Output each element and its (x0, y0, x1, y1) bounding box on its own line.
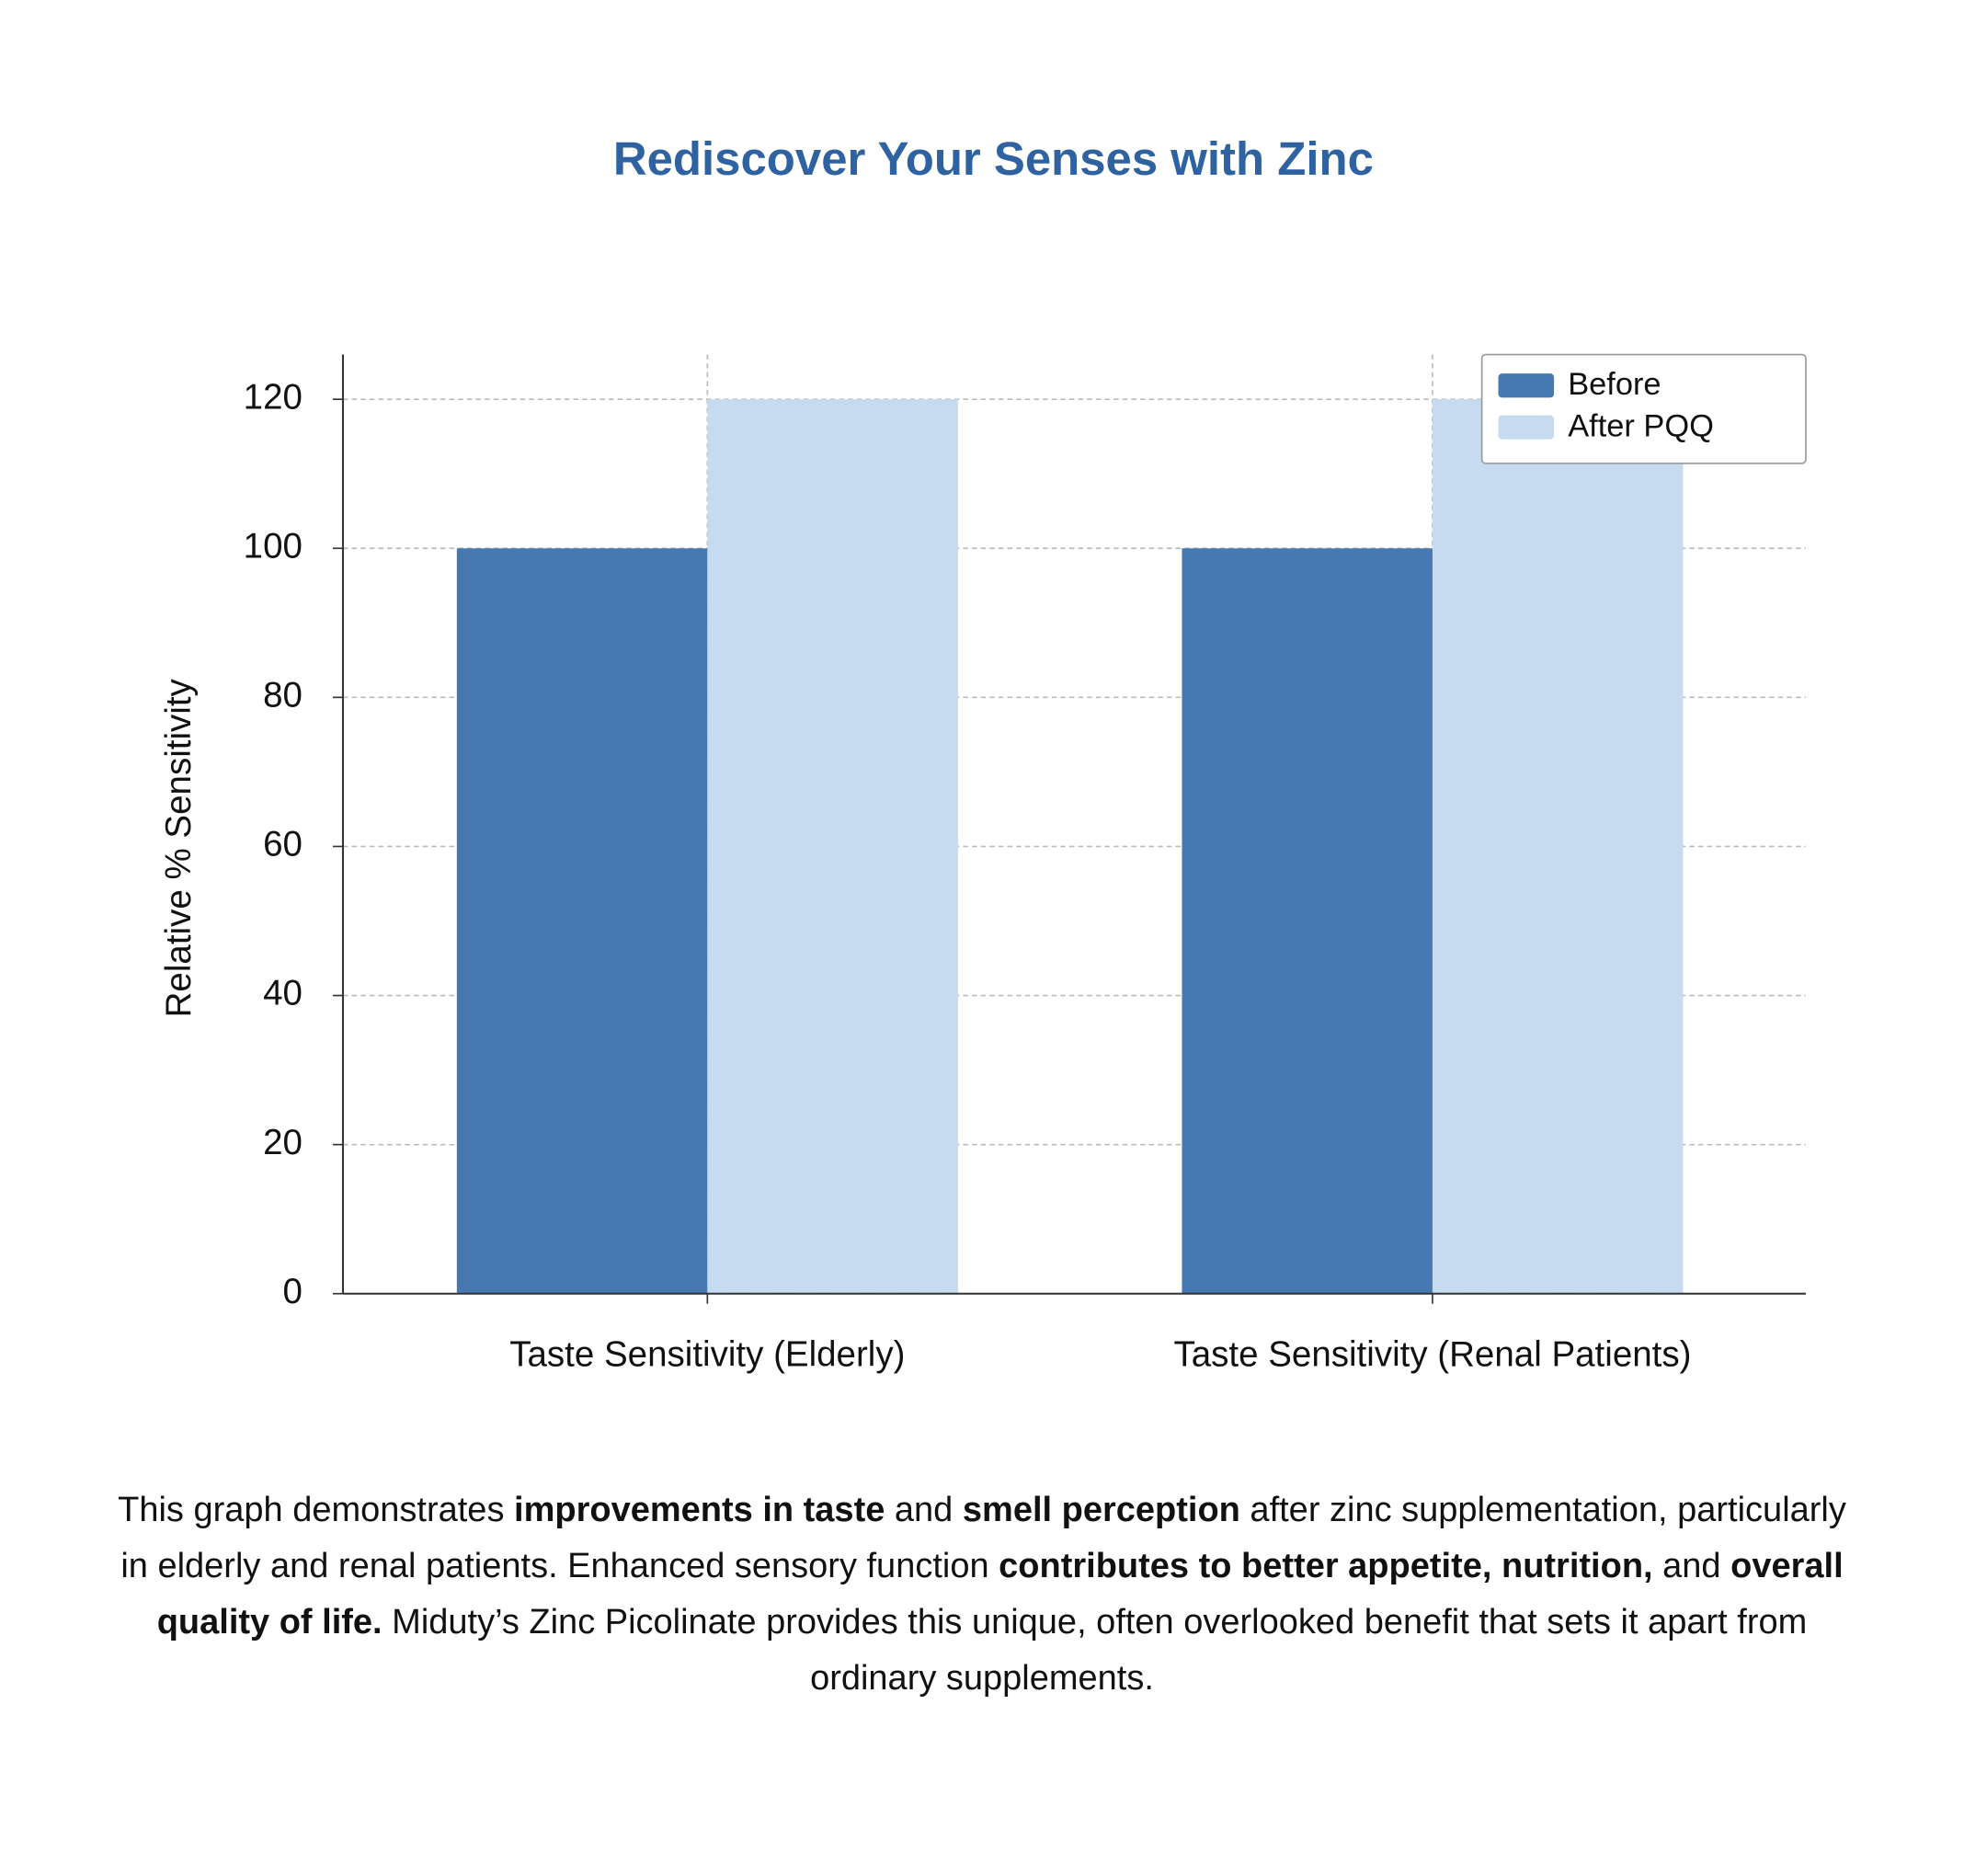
description-bold: overall quality of life. (156, 1547, 1844, 1642)
legend-label: Before (1568, 367, 1661, 402)
y-tick-label: 0 (283, 1272, 303, 1311)
description-text: after zinc supplementation, particularly… (120, 1491, 1846, 1585)
bar (1432, 399, 1684, 1294)
x-tick-label: Taste Sensitivity (Renal Patients) (1173, 1335, 1691, 1375)
description-bold: improvements in taste (514, 1491, 885, 1529)
bar (707, 399, 958, 1294)
y-tick-label: 40 (263, 974, 303, 1013)
y-tick-label: 60 (263, 825, 303, 864)
description-text: and (1652, 1547, 1731, 1585)
y-axis-label: Relative % Sensitivity (159, 678, 199, 1017)
chart-title: Rediscover Your Senses with Zinc (613, 132, 1374, 185)
legend-label: After PQQ (1568, 408, 1714, 443)
x-tick-label: Taste Sensitivity (Elderly) (509, 1335, 905, 1375)
description: This graph demonstrates improvements in … (101, 1482, 1863, 1707)
legend-swatch (1498, 373, 1555, 398)
y-tick-label: 20 (263, 1123, 303, 1162)
y-tick-label: 100 (244, 526, 303, 566)
description-bold: smell perception (962, 1491, 1240, 1529)
description-bold: contributes to better appetite, nutritio… (999, 1547, 1653, 1585)
y-tick-label: 120 (244, 377, 303, 417)
bar (1182, 548, 1433, 1294)
description-text: This graph demonstrates (118, 1491, 515, 1529)
legend-box (1480, 353, 1807, 464)
y-tick-label: 80 (263, 676, 303, 715)
description-text: and (885, 1491, 963, 1529)
legend-swatch (1498, 415, 1555, 440)
bar (456, 548, 708, 1294)
description-text: Miduty’s Zinc Picolinate provides this u… (382, 1603, 1808, 1698)
